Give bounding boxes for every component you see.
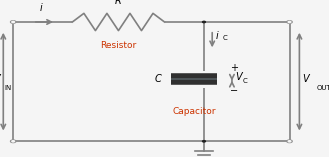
Circle shape	[203, 141, 205, 142]
Text: i: i	[40, 3, 42, 13]
Circle shape	[12, 21, 14, 23]
Text: V: V	[235, 72, 242, 82]
Text: C: C	[242, 78, 247, 84]
Text: OUT: OUT	[316, 85, 329, 91]
Text: IN: IN	[4, 85, 12, 91]
Circle shape	[203, 21, 205, 23]
Circle shape	[288, 21, 291, 23]
Text: Resistor: Resistor	[100, 41, 137, 50]
Circle shape	[288, 141, 291, 142]
Text: C: C	[223, 35, 227, 41]
Text: +: +	[230, 63, 238, 73]
Circle shape	[11, 140, 16, 143]
Text: Capacitor: Capacitor	[172, 107, 216, 116]
Circle shape	[12, 141, 14, 142]
Bar	[171, 76, 217, 82]
Text: V: V	[303, 73, 309, 84]
Text: i: i	[215, 31, 218, 41]
Circle shape	[287, 21, 292, 23]
Text: R: R	[115, 0, 122, 6]
Circle shape	[287, 140, 292, 143]
Text: C: C	[155, 74, 161, 84]
Text: −: −	[230, 86, 238, 95]
Circle shape	[11, 21, 16, 23]
